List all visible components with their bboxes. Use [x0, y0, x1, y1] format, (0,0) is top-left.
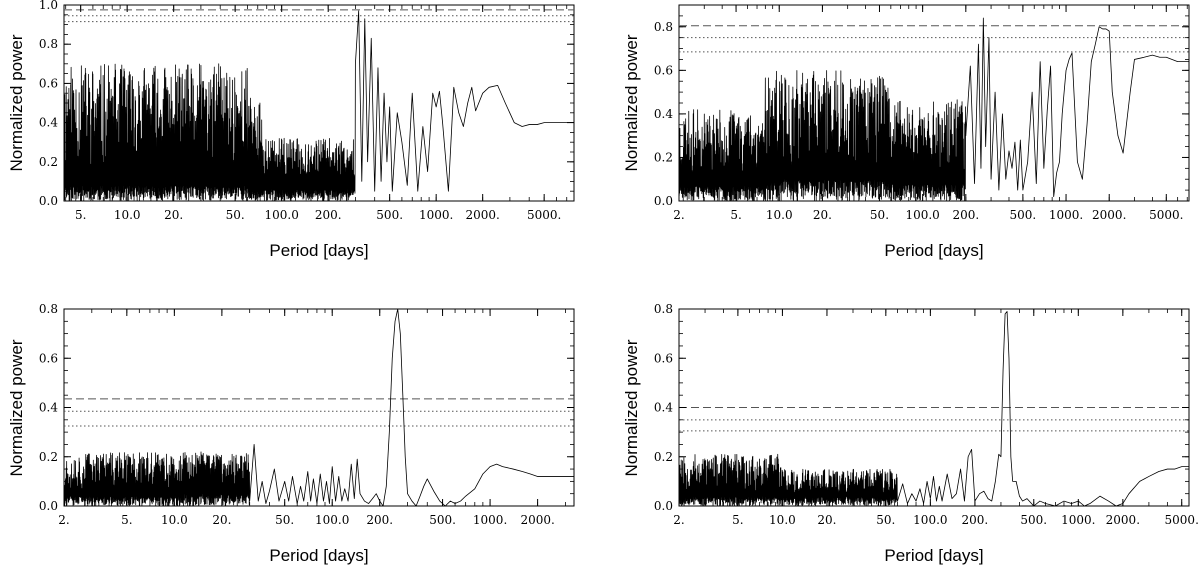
y-axis-title: Normalized power: [622, 34, 641, 171]
x-tick-label: 10.0: [766, 208, 793, 222]
y-tick-label: 0.6: [39, 351, 58, 365]
x-tick-label: 50.: [876, 513, 895, 527]
data-series: [678, 311, 1189, 507]
x-tick-label: 5000.: [527, 208, 561, 222]
x-tick-label: 1000.: [473, 513, 507, 527]
y-tick-label: 0.6: [654, 63, 673, 77]
periodogram-line: [678, 311, 1189, 507]
threshold-lines: [64, 9, 574, 23]
y-axis-title: Normalized power: [7, 34, 26, 171]
x-tick-label: 100.0: [315, 513, 349, 527]
x-tick-label: 5000.: [1149, 208, 1183, 222]
x-tick-label: 10.0: [161, 513, 188, 527]
x-tick-label: 50.: [226, 208, 245, 222]
panel-bottom-right: 2. 5. 10.0 20. 50. 100.0 200. 500. 1000. 2000. 500…: [622, 302, 1199, 565]
y-tick-label: 0.2: [39, 450, 58, 464]
y-tick-label: 0.2: [39, 155, 58, 169]
x-axis-title: Period [days]: [884, 546, 983, 565]
x-tick-label: 5.: [732, 513, 743, 527]
y-tick-label: 1.0: [39, 0, 58, 12]
x-tick-label: 200.: [962, 513, 989, 527]
periodogram-line: [63, 10, 574, 202]
x-tick-label: 10.0: [769, 513, 796, 527]
x-tick-label: 1000.: [1061, 513, 1095, 527]
x-axis-title: Period [days]: [269, 546, 368, 565]
x-tick-label: 5.: [730, 208, 741, 222]
y-tick-label: 0.8: [39, 37, 58, 51]
threshold-lines: [679, 407, 1189, 432]
x-tick-label: 1000.: [419, 208, 453, 222]
x-tick-label: 200.: [366, 513, 393, 527]
x-tick-label: 2000.: [1106, 513, 1140, 527]
y-tick-label: 0.4: [39, 401, 58, 415]
x-tick-label: 5.: [121, 513, 132, 527]
x-tick-label: 2000.: [1092, 208, 1126, 222]
y-tick-label: 0.6: [39, 76, 58, 90]
x-tick-label: 5.: [75, 208, 86, 222]
x-tick-label: 500.: [376, 208, 403, 222]
data-series: [63, 10, 574, 202]
x-tick-label: 1000.: [1049, 208, 1083, 222]
y-tick-label: 0.2: [654, 450, 673, 464]
x-tick-label: 10.0: [114, 208, 141, 222]
y-tick-label: 0.8: [654, 20, 673, 34]
periodogram-line: [63, 308, 574, 507]
x-tick-label: 100.0: [913, 513, 947, 527]
y-axis-title: Normalized power: [622, 339, 641, 476]
y-tick-label: 0.4: [654, 401, 673, 415]
x-tick-label: 20.: [212, 513, 231, 527]
x-tick-label: 50.: [275, 513, 294, 527]
data-series: [63, 308, 574, 507]
axis-ticks: 2. 5. 10.0 20. 50. 100.0 200. 500. 1000. 2000. 500…: [654, 302, 1199, 527]
y-tick-label: 0.8: [654, 302, 673, 316]
data-series: [678, 17, 1189, 202]
axis-ticks: 2. 5. 10.0 20. 50. 100.0 200. 500. 1000. 2000. 500…: [654, 4, 1189, 222]
threshold-lines: [64, 398, 574, 427]
panel-top-right: 2. 5. 10.0 20. 50. 100.0 200. 500. 1000. 2000. 500…: [622, 4, 1190, 260]
x-tick-label: 20.: [813, 208, 832, 222]
x-tick-label: 2000.: [520, 513, 554, 527]
x-tick-label: 20.: [164, 208, 183, 222]
x-tick-label: 2000.: [466, 208, 500, 222]
threshold-lines: [679, 25, 1189, 53]
x-tick-label: 2.: [673, 208, 684, 222]
x-tick-label: 100.0: [905, 208, 939, 222]
x-tick-label: 2.: [58, 513, 69, 527]
x-tick-label: 500.: [429, 513, 456, 527]
panel-top-left: 5. 10.0 20. 50. 100.0 200. 500. 1000. 2000. 5000.…: [7, 0, 575, 260]
y-tick-label: 0.0: [654, 194, 673, 208]
y-tick-label: 0.0: [654, 499, 673, 513]
x-axis-title: Period [days]: [884, 241, 983, 260]
x-tick-label: 200.: [952, 208, 979, 222]
y-tick-label: 0.2: [654, 150, 673, 164]
x-tick-label: 5000.: [1165, 513, 1199, 527]
y-tick-label: 0.8: [39, 302, 58, 316]
x-tick-label: 200.: [315, 208, 342, 222]
y-tick-label: 0.6: [654, 351, 673, 365]
x-tick-label: 2.: [673, 513, 684, 527]
x-tick-label: 500.: [1010, 208, 1037, 222]
x-tick-label: 500.: [1020, 513, 1047, 527]
x-axis-title: Period [days]: [269, 241, 368, 260]
x-tick-label: 20.: [817, 513, 836, 527]
y-tick-label: 0.0: [39, 499, 58, 513]
axis-ticks: 2. 5. 10.0 20. 50. 100.0 200. 500. 1000. 2000. 0.0…: [39, 302, 574, 527]
y-tick-label: 0.0: [39, 194, 58, 208]
y-axis-title: Normalized power: [7, 339, 26, 476]
periodogram-line: [678, 17, 1189, 202]
y-tick-label: 0.4: [654, 107, 673, 121]
x-tick-label: 50.: [870, 208, 889, 222]
x-tick-label: 100.0: [264, 208, 298, 222]
panel-bottom-left: 2. 5. 10.0 20. 50. 100.0 200. 500. 1000. 2000. 0.0…: [7, 302, 575, 565]
y-tick-label: 0.4: [39, 116, 58, 130]
axis-ticks: 5. 10.0 20. 50. 100.0 200. 500. 1000. 2000. 5000.…: [39, 0, 574, 222]
